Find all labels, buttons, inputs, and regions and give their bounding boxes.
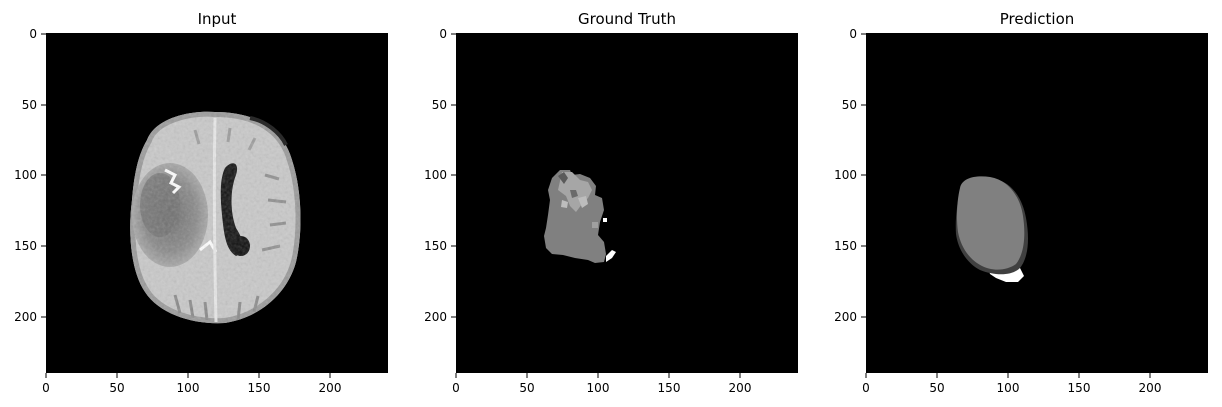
panel-ground-truth: Ground Truth 0 50 100 150 200 bbox=[424, 10, 798, 395]
x-axis: 0 50 100 150 200 bbox=[452, 373, 751, 395]
segmentation-mask bbox=[544, 170, 616, 263]
image-area bbox=[456, 33, 798, 373]
tick-label: 200 bbox=[14, 310, 37, 324]
tick-label: 0 bbox=[862, 381, 870, 395]
tick-label: 50 bbox=[929, 381, 944, 395]
tick-label: 200 bbox=[319, 381, 342, 395]
tick-label: 0 bbox=[439, 27, 447, 41]
panel-title: Ground Truth bbox=[578, 10, 676, 28]
brain-slice-image bbox=[130, 111, 301, 324]
x-axis: 0 50 100 150 200 bbox=[862, 373, 1161, 395]
y-axis: 0 50 100 150 200 bbox=[834, 27, 866, 324]
y-axis: 0 50 100 150 200 bbox=[14, 27, 46, 324]
tick-label: 100 bbox=[834, 168, 857, 182]
panel-input: Input bbox=[14, 10, 388, 395]
tick-label: 50 bbox=[109, 381, 124, 395]
tick-label: 0 bbox=[29, 27, 37, 41]
image-area bbox=[866, 33, 1208, 373]
tick-label: 200 bbox=[1139, 381, 1162, 395]
tick-label: 100 bbox=[177, 381, 200, 395]
tick-label: 150 bbox=[14, 239, 37, 253]
tick-label: 0 bbox=[849, 27, 857, 41]
tick-label: 50 bbox=[432, 98, 447, 112]
x-axis: 0 50 100 150 200 bbox=[42, 373, 341, 395]
tick-label: 50 bbox=[22, 98, 37, 112]
panel-title: Prediction bbox=[1000, 10, 1075, 28]
tick-label: 50 bbox=[519, 381, 534, 395]
panel-title: Input bbox=[198, 10, 237, 28]
tick-label: 100 bbox=[424, 168, 447, 182]
tick-label: 100 bbox=[587, 381, 610, 395]
tick-label: 200 bbox=[424, 310, 447, 324]
tick-label: 0 bbox=[42, 381, 50, 395]
tick-label: 100 bbox=[14, 168, 37, 182]
segmentation-mask bbox=[955, 176, 1028, 282]
tick-label: 200 bbox=[729, 381, 752, 395]
tick-label: 150 bbox=[658, 381, 681, 395]
y-axis: 0 50 100 150 200 bbox=[424, 27, 456, 324]
tick-label: 50 bbox=[842, 98, 857, 112]
tick-label: 150 bbox=[834, 239, 857, 253]
tick-label: 200 bbox=[834, 310, 857, 324]
tick-label: 100 bbox=[997, 381, 1020, 395]
tick-label: 150 bbox=[424, 239, 447, 253]
panel-prediction: Prediction 0 50 100 150 200 bbox=[834, 10, 1208, 395]
tick-label: 150 bbox=[248, 381, 271, 395]
tick-label: 0 bbox=[452, 381, 460, 395]
tick-label: 150 bbox=[1068, 381, 1091, 395]
